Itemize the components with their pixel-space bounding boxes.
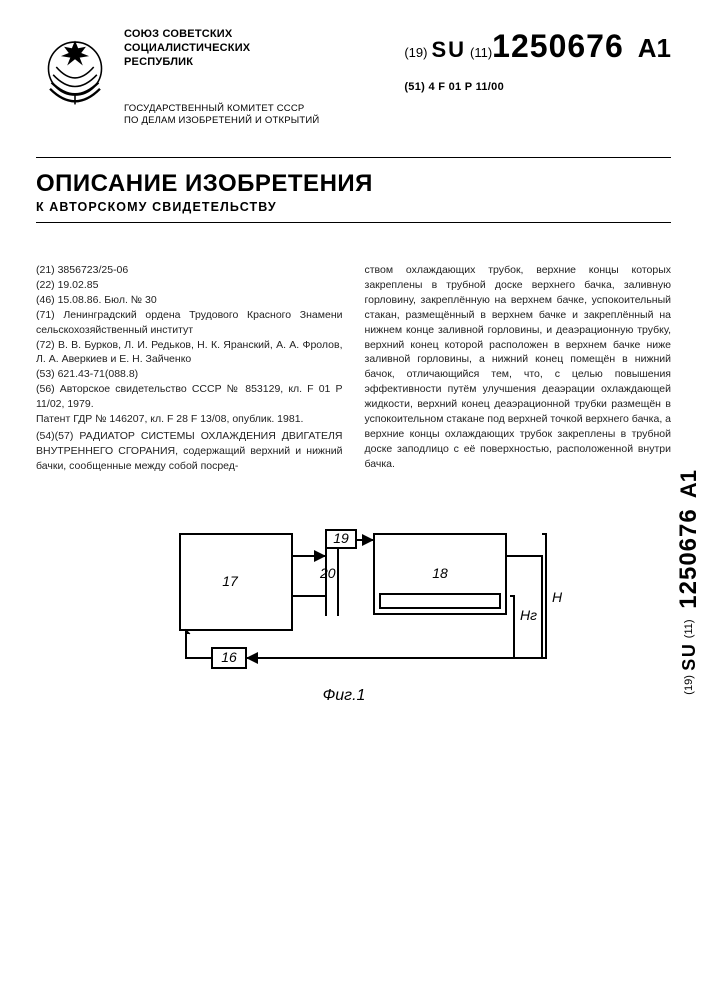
committee-line: ГОСУДАРСТВЕННЫЙ КОМИТЕТ СССР [124,103,394,115]
biblio-53: (53) 621.43-71(088.8) [36,367,343,382]
svg-text:17: 17 [222,573,239,589]
side-inid-11: (11) [683,619,695,638]
svg-text:Hг: Hг [520,607,537,623]
figure-1: 17 19 18 16 20 Hг H Фиг.1 [36,516,671,706]
side-country-code: SU [679,643,699,671]
right-column: ством охлаждающих трубок, верхние концы … [365,263,672,474]
divider [36,157,671,158]
svg-text:Фиг.1: Фиг.1 [322,687,365,704]
biblio-22: (22) 19.02.85 [36,278,343,293]
inid-11: (11) [470,45,492,60]
side-pub-number: 1250676 [675,509,702,609]
issuer-line: РЕСПУБЛИК [124,56,394,70]
abstract-body-right: ством охлаждающих трубок, верхние концы … [365,263,672,472]
side-kind-code: A1 [676,470,701,498]
ipc-classification: (51) 4 F 01 P 11/00 [404,81,671,93]
state-emblem [36,28,114,106]
left-column: (21) 3856723/25-06 (22) 19.02.85 (46) 15… [36,263,343,474]
biblio-71: (71) Ленинградский ордена Трудового Крас… [36,308,343,338]
biblio-21: (21) 3856723/25-06 [36,263,343,278]
committee-name: ГОСУДАРСТВЕННЫЙ КОМИТЕТ СССР ПО ДЕЛАМ ИЗ… [124,103,394,127]
publication-number-block: (19) SU (11) 1250676 A1 (51) 4 F 01 P 11… [404,28,671,93]
biblio-56-a: (56) Авторское свидетельство СССР № 8531… [36,382,343,412]
abstract-left: (54)(57) РАДИАТОР СИСТЕМЫ ОХЛАЖДЕНИЯ ДВИ… [36,429,343,474]
svg-text:20: 20 [319,565,336,581]
svg-text:18: 18 [432,565,448,581]
committee-line: ПО ДЕЛАМ ИЗОБРЕТЕНИЙ И ОТКРЫТИЙ [124,115,394,127]
issuer-block: СОЮЗ СОВЕТСКИХ СОЦИАЛИСТИЧЕСКИХ РЕСПУБЛИ… [124,28,394,127]
svg-text:H: H [552,589,563,605]
title-sub: К АВТОРСКОМУ СВИДЕТЕЛЬСТВУ [36,200,671,214]
title-block: ОПИСАНИЕ ИЗОБРЕТЕНИЯ К АВТОРСКОМУ СВИДЕТ… [36,170,671,214]
issuer-line: СОЮЗ СОВЕТСКИХ [124,28,394,42]
side-publication-number: (19) SU (11) 1250676 A1 [675,470,703,695]
svg-text:16: 16 [221,649,237,665]
document-header: СОЮЗ СОВЕТСКИХ СОЦИАЛИСТИЧЕСКИХ РЕСПУБЛИ… [36,28,671,127]
biblio-72: (72) В. В. Бурков, Л. И. Редьков, Н. К. … [36,338,343,368]
country-code: SU [431,37,466,62]
figure-svg: 17 19 18 16 20 Hг H Фиг.1 [144,516,564,706]
pub-number: 1250676 [492,28,624,64]
title-main: ОПИСАНИЕ ИЗОБРЕТЕНИЯ [36,170,671,198]
svg-text:19: 19 [333,530,349,546]
inid-19: (19) [404,45,427,60]
issuer-line: СОЦИАЛИСТИЧЕСКИХ [124,42,394,56]
biblio-56-b: Патент ГДР № 146207, кл. F 28 F 13/08, о… [36,412,343,427]
issuer-name: СОЮЗ СОВЕТСКИХ СОЦИАЛИСТИЧЕСКИХ РЕСПУБЛИ… [124,28,394,69]
kind-code: A1 [638,33,671,63]
divider [36,222,671,223]
body-columns: (21) 3856723/25-06 (22) 19.02.85 (46) 15… [36,263,671,474]
biblio-46: (46) 15.08.86. Бюл. № 30 [36,293,343,308]
side-inid-19: (19) [683,675,695,695]
